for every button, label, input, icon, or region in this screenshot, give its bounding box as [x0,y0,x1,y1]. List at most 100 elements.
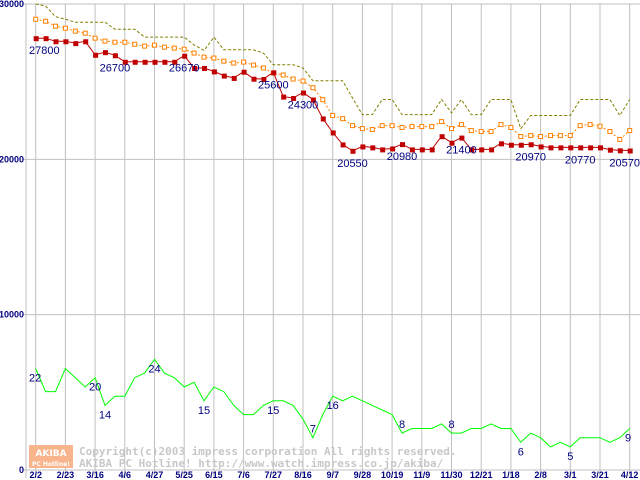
data-point-min [499,141,504,147]
series-layer [33,3,633,448]
data-point-min [241,69,247,75]
data-point-average [102,38,108,44]
data-point-min [221,73,227,79]
data-point-average [132,41,138,47]
watermark: AKIBA PC Hotline! Copyright(c)2003 impre… [29,445,457,470]
data-point-min [598,145,603,151]
data-point-min [192,65,198,71]
data-point-min [251,76,257,82]
data-point-average [330,113,336,119]
akiba-logo [29,445,73,468]
data-point-average [528,133,534,139]
data-point-min [291,95,297,101]
data-point-average [72,28,78,34]
data-point-average [597,123,603,129]
copyright-text: Copyright(c)2003 impress corporation All… [79,445,457,458]
data-point-average [538,133,544,139]
x-tick-label: 2/2 [29,470,42,480]
data-point-min [33,36,39,42]
data-point-min [310,97,316,103]
x-tick-label: 2/8 [534,470,547,480]
data-point-min [202,65,207,71]
data-point-min [43,36,49,42]
data-point-average [468,128,474,134]
data-point-min [350,148,356,154]
data-point-average [211,55,217,61]
data-point-average [280,72,286,78]
x-tick-label: 2/23 [57,470,75,480]
data-point-min [211,69,217,75]
x-tick-label: 10/19 [381,470,404,480]
data-point-average [439,119,445,125]
data-point-min [508,142,514,148]
data-point-average [201,54,207,60]
data-point-average [340,116,346,122]
data-point-average [508,124,514,130]
data-label-count: 5 [567,451,573,463]
data-point-min [548,145,554,151]
data-point-average [142,43,148,49]
data-point-average [152,42,157,48]
data-point-min [528,142,534,148]
data-label-count: 6 [518,446,524,458]
data-point-average [221,58,227,64]
x-tick-label: 3/21 [591,470,609,480]
data-point-min [370,145,376,151]
data-point-min [152,59,158,65]
data-point-average [369,127,375,133]
data-label-min: 20550 [337,158,368,170]
data-point-average [62,25,68,31]
data-point-average [488,129,494,135]
data-point-average [122,39,128,45]
data-point-min [142,59,148,65]
data-point-average [161,44,167,50]
y-tick-label: 20000 [0,154,24,164]
data-point-min [568,145,574,151]
data-point-average [389,123,395,129]
x-tick-label: 9/7 [326,470,339,480]
data-point-average [627,128,633,134]
data-point-min [419,147,425,153]
annotation-layer: 27800 26700 26670 25600 24300 20550 20980 21400… [29,45,640,463]
data-point-average [310,85,316,91]
data-point-average [112,39,118,45]
data-label-count: 22 [29,372,41,384]
data-label-min: 24300 [288,100,319,112]
data-point-min [627,148,633,154]
data-point-average [260,65,266,71]
x-tick-label: 5/25 [175,470,193,480]
data-point-average [241,59,247,65]
data-label-min: 20980 [387,151,418,163]
x-tick-label: 11/30 [440,470,462,480]
data-point-min [63,39,69,45]
data-point-min [93,52,99,58]
data-point-min [429,147,435,153]
data-point-average [53,23,58,29]
data-point-min [182,53,188,59]
data-point-min [281,94,287,100]
data-point-min [469,147,475,153]
data-point-average [251,62,256,68]
data-label-count: 20 [89,382,101,394]
data-label-count: 15 [267,405,279,417]
data-point-min [340,142,346,148]
x-tick-label: 4/6 [119,470,132,480]
data-point-average [557,133,563,139]
data-point-min [83,39,89,45]
data-point-average [171,45,177,51]
data-label-count: 15 [198,405,210,417]
data-label-count: 24 [148,363,160,375]
data-point-average [82,30,88,36]
data-point-average [33,16,39,22]
series-line-count [35,358,631,448]
data-point-average [429,124,435,130]
x-tick-label: 8/16 [294,470,312,480]
x-tick-label: 3/1 [564,470,577,480]
data-point-average [181,46,187,52]
data-point-average [92,35,98,41]
data-point-min [122,59,128,65]
data-label-count: 9 [625,432,631,444]
x-tick-label: 12/21 [470,470,493,480]
data-label-min: 25600 [258,79,289,91]
